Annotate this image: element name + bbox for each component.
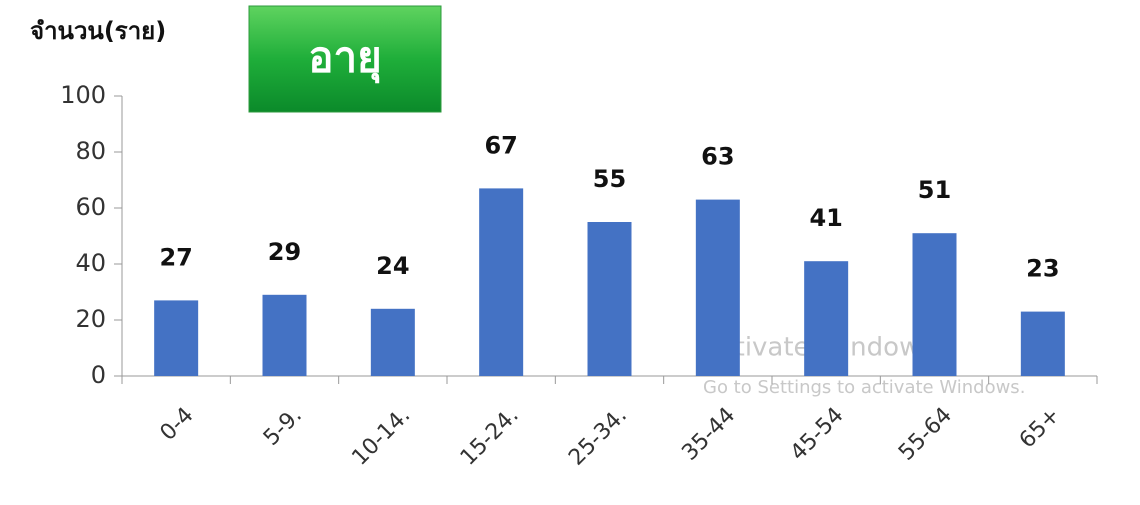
data-label: 63 <box>701 143 734 171</box>
y-tick-label: 20 <box>75 305 106 333</box>
badge-text: อายุ <box>308 33 381 84</box>
watermark-subtitle: Go to Settings to activate Windows. <box>703 377 1025 398</box>
data-label: 41 <box>809 204 842 232</box>
data-label: 29 <box>268 238 301 266</box>
bar <box>804 261 849 376</box>
x-tick-label: 0-4 <box>156 403 199 446</box>
y-tick-label: 80 <box>75 137 106 165</box>
data-label: 55 <box>593 165 626 193</box>
badge-box <box>248 5 442 113</box>
bar <box>479 188 524 376</box>
bar <box>370 308 415 376</box>
data-label: 51 <box>918 176 951 204</box>
x-tick-label: 45-54 <box>786 403 849 466</box>
y-tick-label: 40 <box>75 249 106 277</box>
x-tick-label: 55-64 <box>894 403 957 466</box>
bar <box>587 222 632 376</box>
data-label: 67 <box>484 131 517 159</box>
y-tick-label: 100 <box>60 81 106 109</box>
bar <box>912 233 957 376</box>
y-tick-label: 60 <box>75 193 106 221</box>
x-tick-label: 25-34. <box>564 403 632 471</box>
x-tick-label: 10-14. <box>347 403 415 471</box>
x-tick-label: 5-9. <box>259 403 307 451</box>
bar <box>262 294 307 376</box>
data-label: 23 <box>1026 255 1059 283</box>
x-tick-label: 15-24. <box>456 403 524 471</box>
bar <box>695 199 740 376</box>
data-label: 27 <box>159 243 192 271</box>
bar <box>154 300 199 376</box>
y-axis-label: จำนวน(ราย) <box>30 17 166 45</box>
y-tick-label: 0 <box>91 361 106 389</box>
bar <box>1020 311 1065 376</box>
x-tick-label: 65+ <box>1015 403 1066 454</box>
x-tick-label: 35-44 <box>677 403 740 466</box>
data-label: 24 <box>376 252 409 280</box>
